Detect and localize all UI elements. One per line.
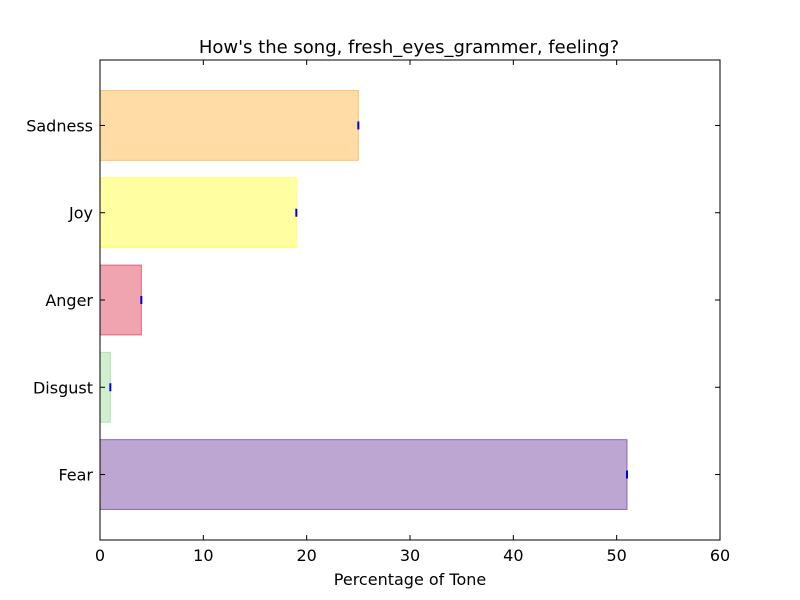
bar-anger [99,264,142,336]
x-tick-label-10: 10 [193,546,213,565]
y-tick-label-sadness: Sadness [26,116,93,135]
bar-sadness [99,90,359,161]
ticks-layer: Fear Disgust Anger Joy Sadness 0 10 20 30 40 50 60 [26,60,730,565]
y-tick-label-anger: Anger [45,291,93,310]
bar-joy [99,177,297,249]
x-tick-label-0: 0 [95,546,105,565]
x-tick-label-40: 40 [503,546,523,565]
x-tick-label-30: 30 [400,546,420,565]
x-tick-label-50: 50 [606,546,626,565]
bar-fear [99,439,628,510]
y-tick-label-disgust: Disgust [33,378,93,397]
plot-frame [99,59,721,541]
y-tick-label-fear: Fear [58,466,93,485]
y-tick-label-joy: Joy [68,204,93,223]
bars-layer [99,90,628,510]
x-axis-label: Percentage of Tone [334,570,486,589]
chart-title: How's the song, fresh_eyes_grammer, feel… [199,37,619,58]
x-tick-label-60: 60 [710,546,730,565]
x-tick-label-20: 20 [296,546,316,565]
